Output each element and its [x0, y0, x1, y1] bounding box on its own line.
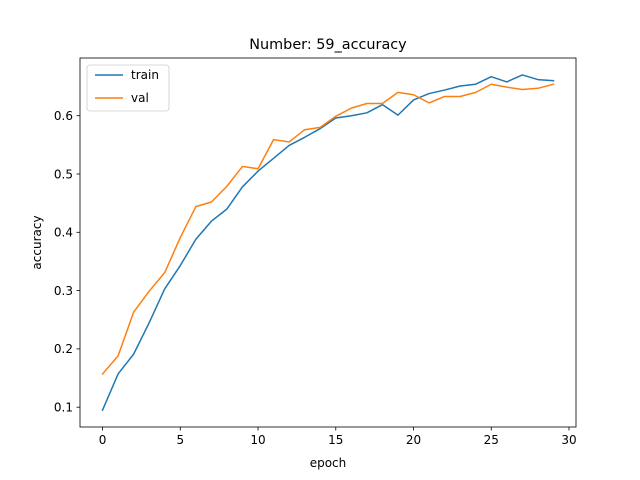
x-tick-label: 15 [328, 433, 343, 447]
x-tick-label: 30 [561, 433, 576, 447]
x-tick-label: 5 [176, 433, 184, 447]
y-tick-label: 0.5 [54, 167, 73, 181]
legend-box [86, 64, 170, 112]
y-tick-label: 0.2 [54, 342, 73, 356]
y-tick-label: 0.1 [54, 400, 73, 414]
series-line-val [101, 83, 555, 376]
plot-frame [79, 57, 577, 428]
y-axis-ticks: 0.1 0.2 0.3 0.4 0.5 0.6 [54, 109, 80, 414]
x-tick-label: 0 [99, 433, 107, 447]
y-tick-label: 0.4 [54, 226, 73, 240]
legend-label-train: train [131, 68, 159, 82]
series-line-train [101, 74, 555, 412]
y-tick-label: 0.3 [54, 284, 73, 298]
x-tick-label: 10 [250, 433, 265, 447]
y-tick-label: 0.6 [54, 109, 73, 123]
x-axis-ticks: 0 5 10 15 20 25 30 [99, 427, 577, 447]
x-tick-label: 25 [484, 433, 499, 447]
x-tick-label: 20 [406, 433, 421, 447]
plot-lines [101, 74, 555, 412]
legend: train val [86, 64, 170, 112]
legend-label-val: val [131, 91, 149, 105]
x-axis-label: epoch [310, 456, 347, 470]
chart-title: Number: 59_accuracy [249, 37, 407, 53]
y-axis-label: accuracy [30, 215, 44, 269]
